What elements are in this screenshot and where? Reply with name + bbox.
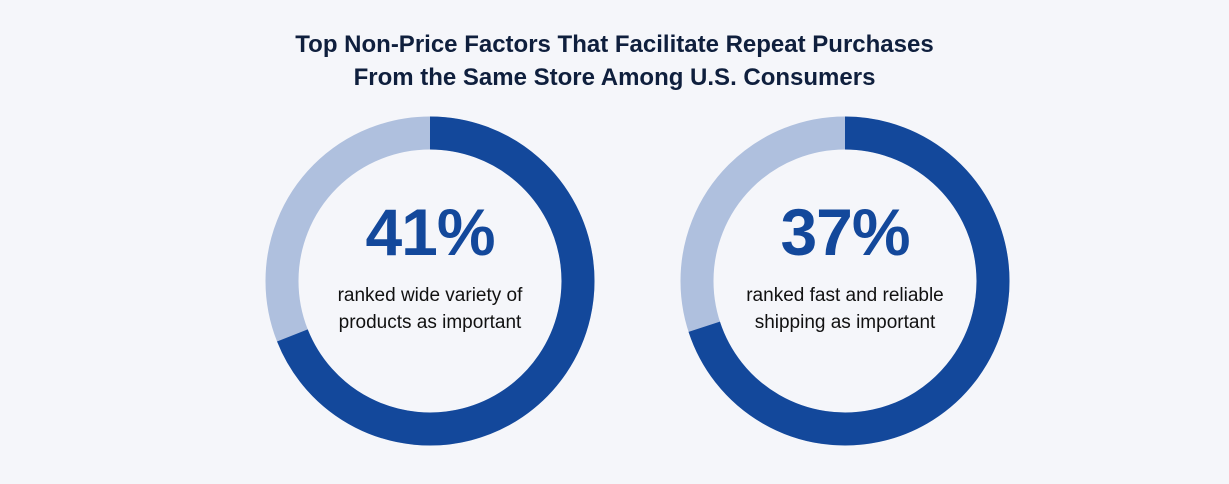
donut-1-caption: ranked wide variety of products as impor… [337, 285, 523, 333]
chart-title-line-1: Top Non-Price Factors That Facilitate Re… [295, 31, 934, 58]
donut-svg-2 [680, 116, 1010, 446]
donut-2-filled-arc [688, 116, 1010, 446]
donut-2-center: 37% ranked fast and reliable shipping as… [680, 116, 1010, 446]
donut-1-center: 41% ranked wide variety of products as i… [265, 116, 595, 446]
donut-2-caption: ranked fast and reliable shipping as imp… [746, 285, 944, 333]
donut-chart-1: 41% ranked wide variety of products as i… [265, 116, 595, 446]
donut-2-percent-label: 37% [780, 195, 910, 269]
chart-title: Top Non-Price Factors That Facilitate Re… [0, 28, 1229, 94]
donut-svg-1 [265, 116, 595, 446]
chart-title-line-2: From the Same Store Among U.S. Consumers [353, 64, 876, 91]
donut-1-filled-arc [277, 116, 595, 446]
donut-chart-2: 37% ranked fast and reliable shipping as… [680, 116, 1010, 446]
donut-1-percent-label: 41% [365, 195, 495, 269]
